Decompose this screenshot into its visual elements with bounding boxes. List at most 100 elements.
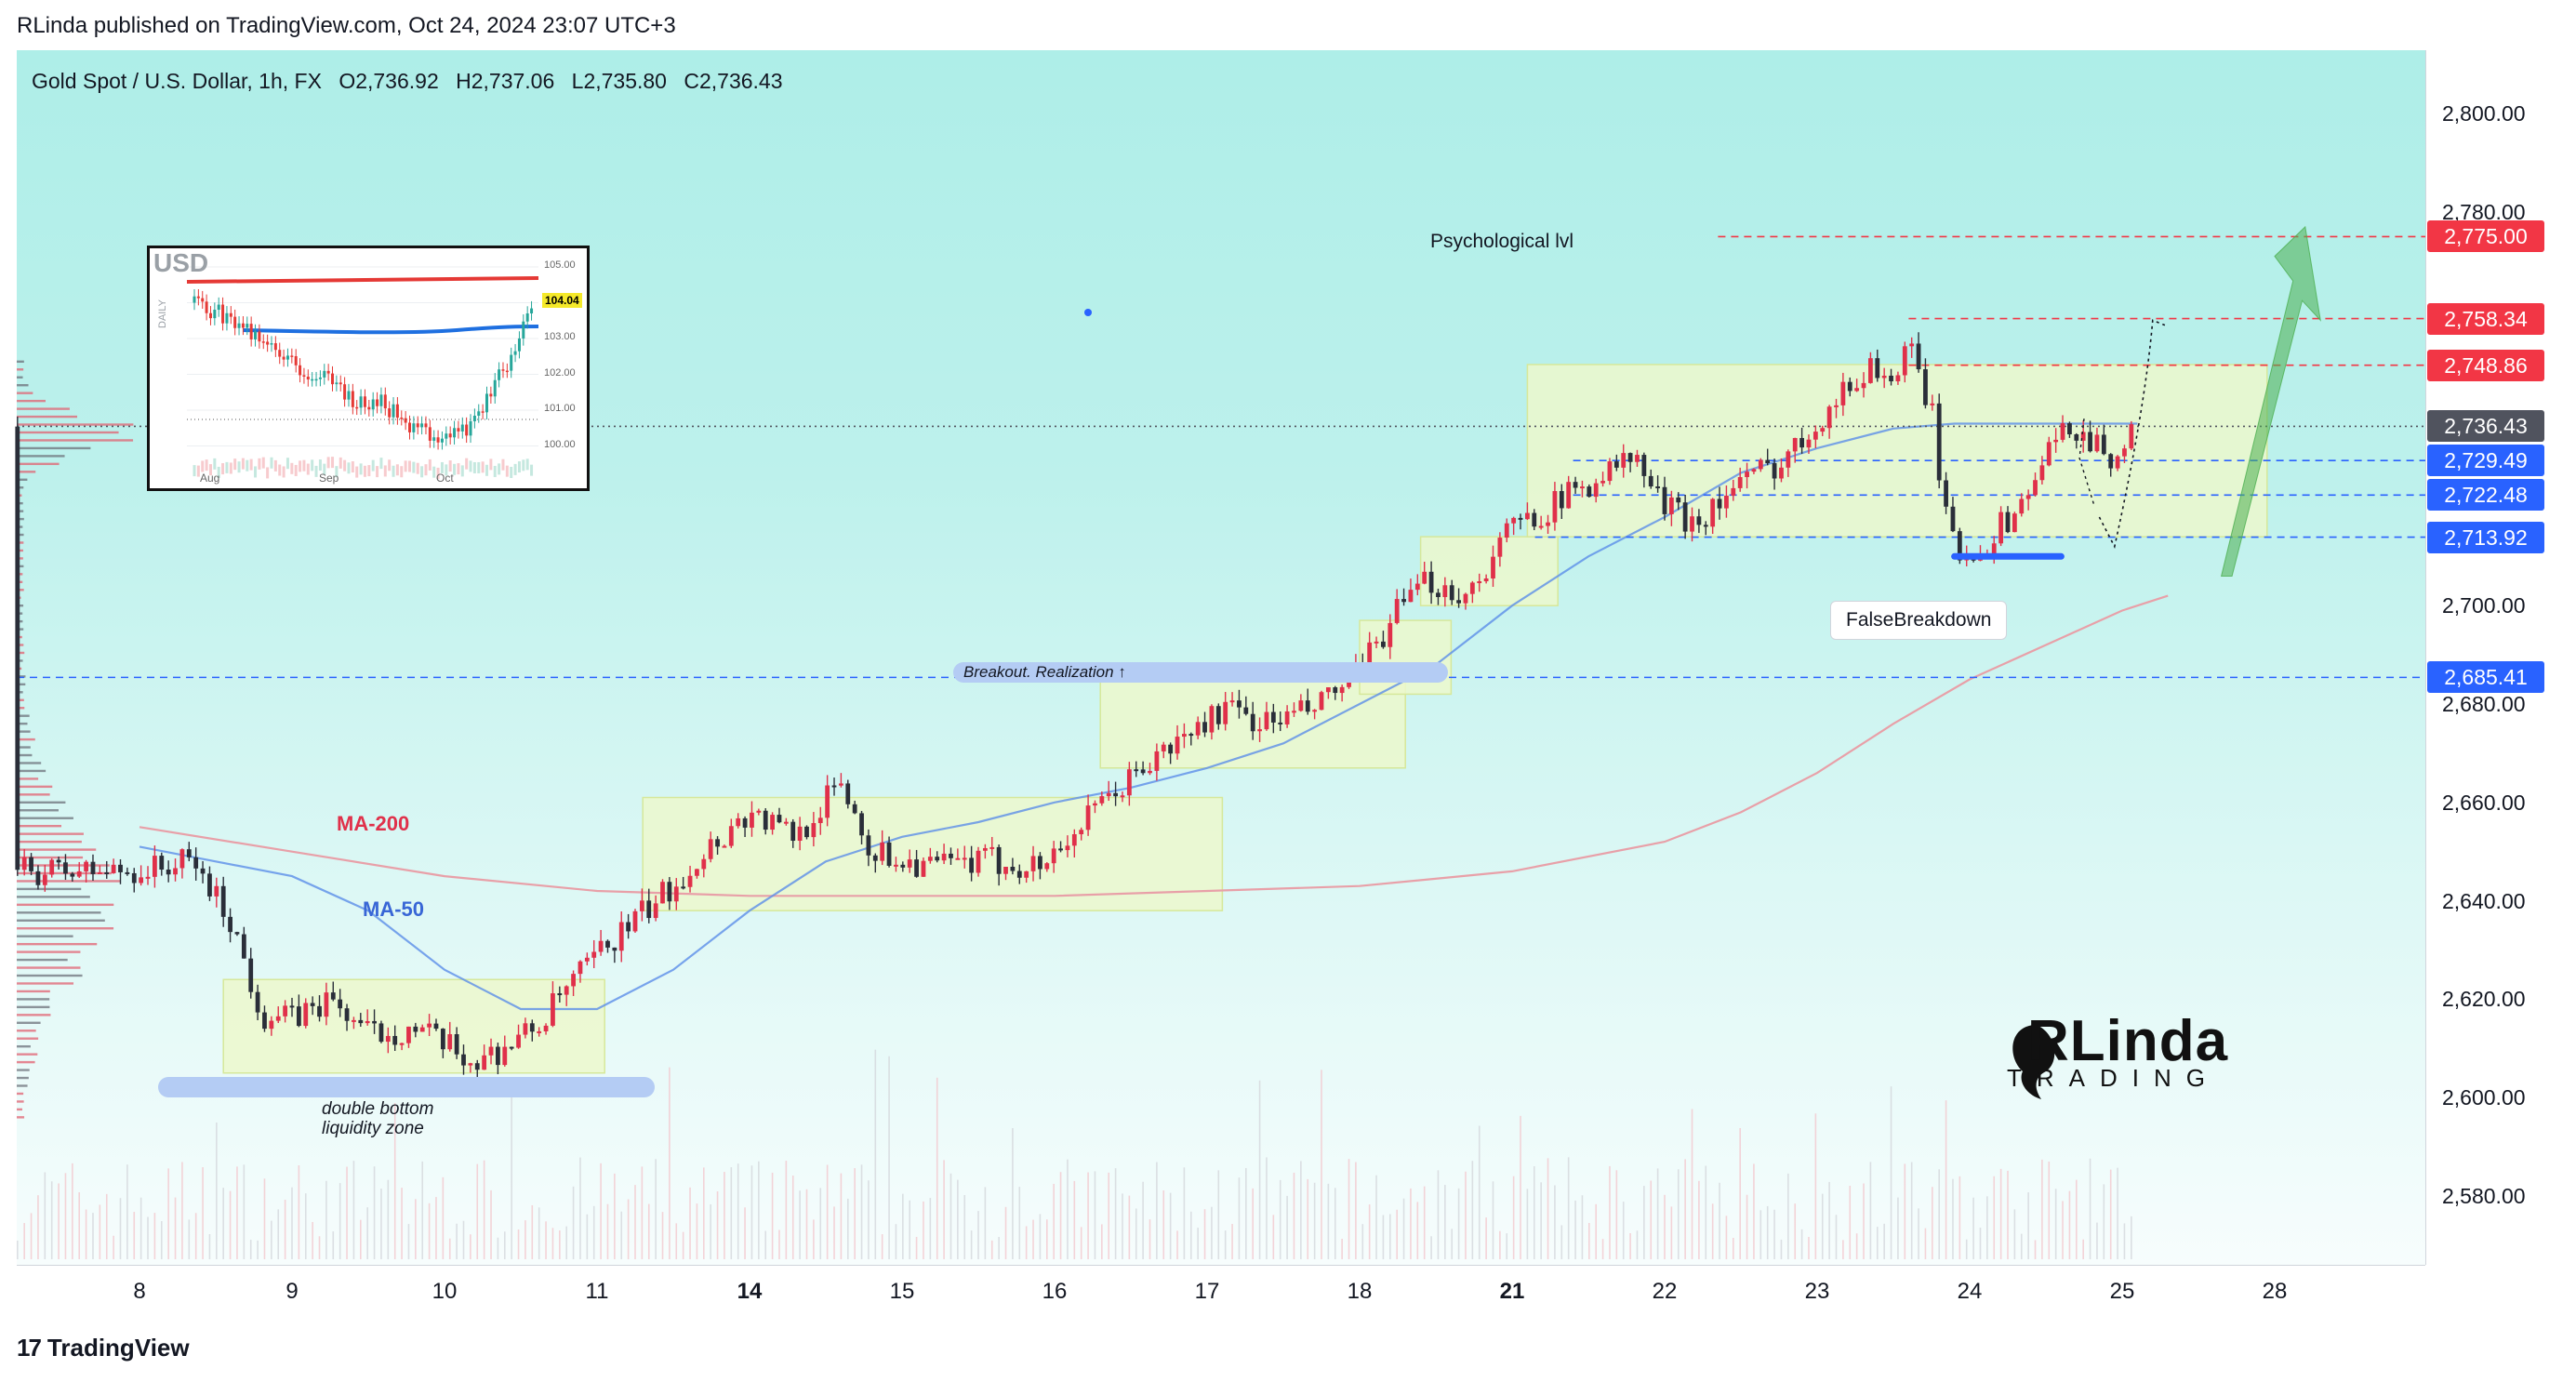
inset-candle-body bbox=[367, 406, 371, 410]
candle bbox=[605, 939, 610, 953]
candle-body bbox=[1840, 381, 1846, 405]
candle-body bbox=[145, 876, 151, 879]
candle bbox=[921, 857, 926, 877]
close-value: C2,736.43 bbox=[684, 69, 783, 93]
candle-body bbox=[886, 842, 892, 866]
inset-volume-bar bbox=[278, 464, 282, 476]
tradingview-footer[interactable]: 17 TradingView bbox=[17, 1334, 190, 1362]
candle bbox=[1408, 578, 1414, 603]
candle-body bbox=[976, 850, 981, 873]
candle-body bbox=[365, 1020, 370, 1024]
candle bbox=[29, 853, 33, 876]
candle bbox=[2033, 472, 2038, 497]
inset-volume-bar bbox=[432, 466, 436, 478]
candle-body bbox=[447, 1034, 453, 1050]
price-tick: 2,620.00 bbox=[2442, 987, 2526, 1012]
candle-body bbox=[681, 886, 686, 889]
candle bbox=[1812, 425, 1818, 449]
inset-volume-bar bbox=[270, 457, 273, 469]
inset-volume-bar bbox=[513, 463, 517, 475]
inset-ma-blue bbox=[242, 325, 539, 335]
inset-volume-bar bbox=[440, 461, 444, 473]
price-tag: 2,748.86 bbox=[2427, 349, 2544, 381]
candle-body bbox=[153, 856, 157, 877]
candle bbox=[1339, 684, 1345, 702]
candle-body bbox=[468, 1063, 473, 1066]
candle bbox=[344, 1003, 350, 1031]
profile-bar bbox=[17, 486, 24, 489]
profile-bar bbox=[17, 549, 23, 552]
candle bbox=[179, 848, 185, 879]
double-bottom-label-line1: double bottom bbox=[322, 1099, 434, 1119]
candle bbox=[1099, 791, 1105, 806]
inset-volume-bar bbox=[205, 459, 208, 472]
candle bbox=[502, 1035, 508, 1067]
inset-volume-bar bbox=[485, 464, 488, 476]
inset-candle bbox=[201, 290, 205, 472]
profile-bar bbox=[17, 738, 35, 741]
inset-candle bbox=[472, 408, 476, 473]
candle-body bbox=[1126, 769, 1132, 796]
candle-body bbox=[2019, 498, 2025, 514]
candle-body bbox=[1902, 346, 1907, 376]
candle bbox=[962, 845, 967, 869]
inset-candle-body bbox=[261, 341, 265, 343]
candle bbox=[1188, 732, 1194, 746]
candle bbox=[1923, 358, 1928, 409]
inset-volume-bar bbox=[493, 465, 497, 477]
candle bbox=[296, 994, 301, 1028]
profile-bar bbox=[17, 565, 24, 568]
inset-candle bbox=[355, 400, 359, 478]
candle bbox=[1532, 509, 1537, 531]
inset-candle bbox=[513, 343, 517, 475]
candle bbox=[831, 777, 837, 796]
candle bbox=[303, 998, 309, 1029]
inset-volume-bar bbox=[258, 458, 261, 470]
candle bbox=[1820, 425, 1826, 436]
candle bbox=[2060, 415, 2065, 443]
inset-volume-bar bbox=[510, 466, 513, 478]
inset-volume-bar bbox=[367, 465, 371, 477]
symbol-name: Gold Spot / U.S. Dollar, 1h, FX bbox=[32, 69, 322, 93]
candle-body bbox=[2060, 423, 2065, 440]
inset-candle-body bbox=[432, 437, 436, 441]
profile-bar bbox=[17, 368, 24, 371]
price-tag: 2,713.92 bbox=[2427, 521, 2544, 553]
candle bbox=[1312, 709, 1318, 720]
candle-body bbox=[1065, 845, 1070, 851]
candle-body bbox=[1881, 375, 1887, 379]
candle-body bbox=[1175, 737, 1180, 754]
time-scale[interactable]: 8 9 10 11 14 15 16 17 18 21 22 23 24 25 28 bbox=[17, 1265, 2425, 1318]
inset-month-oct: Oct bbox=[436, 472, 454, 485]
inset-volume-bar bbox=[347, 462, 351, 474]
candle bbox=[1559, 484, 1564, 520]
candle-body bbox=[1538, 525, 1544, 528]
candle-body bbox=[1202, 722, 1207, 733]
profile-bar bbox=[17, 722, 28, 725]
candle-body bbox=[949, 853, 953, 858]
candle bbox=[591, 939, 597, 968]
candle bbox=[2005, 506, 2011, 534]
profile-bar bbox=[17, 1108, 22, 1111]
candle bbox=[427, 1014, 432, 1037]
candle-body bbox=[159, 856, 165, 870]
candle bbox=[543, 1023, 549, 1035]
inset-volume-bar bbox=[522, 459, 525, 472]
candle bbox=[1058, 841, 1063, 853]
profile-bar bbox=[17, 501, 23, 505]
breakout-label bbox=[953, 662, 1448, 683]
candle-body bbox=[283, 1005, 288, 1017]
candle bbox=[440, 1028, 445, 1058]
candle-body bbox=[35, 870, 41, 885]
inset-candle-body bbox=[445, 433, 448, 439]
candle-body bbox=[474, 1063, 480, 1070]
inset-volume-bar bbox=[505, 465, 509, 477]
candle-body bbox=[131, 872, 137, 884]
inset-volume-bar bbox=[489, 458, 493, 471]
inset-volume-bar bbox=[408, 460, 412, 472]
price-scale[interactable] bbox=[2425, 50, 2560, 1265]
inset-y-tick: 102.00 bbox=[544, 366, 576, 379]
inset-volume-bar bbox=[530, 464, 534, 476]
candle bbox=[173, 858, 178, 882]
